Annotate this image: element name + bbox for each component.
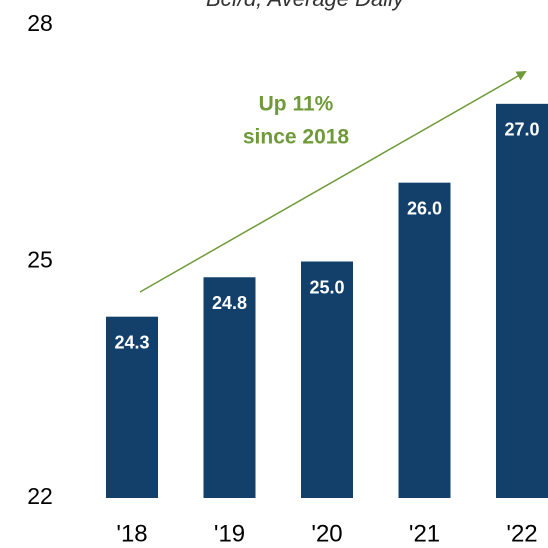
x-tick-label: '19 <box>214 520 245 547</box>
value-label: 26.0 <box>407 198 442 218</box>
bar <box>301 261 353 498</box>
bar <box>106 316 158 498</box>
annotation: since 2018 <box>243 126 350 149</box>
x-tick-label: '20 <box>311 520 342 547</box>
chart-subtitle: Bcf/d, Average Daily <box>206 0 406 11</box>
value-label: 24.8 <box>212 293 247 313</box>
x-tick-label: '22 <box>506 520 537 547</box>
value-label: 25.0 <box>309 277 344 297</box>
y-tick-label: 28 <box>27 10 53 36</box>
value-label: 27.0 <box>504 120 539 140</box>
value-label: 24.3 <box>114 332 149 352</box>
trend-arrow <box>139 71 527 293</box>
bar <box>203 277 256 498</box>
y-tick-label: 22 <box>27 483 53 509</box>
x-tick-label: '21 <box>409 520 440 547</box>
y-tick-label: 25 <box>27 247 53 273</box>
annotation: Up 11% <box>259 93 334 116</box>
x-tick-label: '18 <box>116 520 147 547</box>
bar <box>398 182 451 498</box>
bar <box>496 103 548 498</box>
